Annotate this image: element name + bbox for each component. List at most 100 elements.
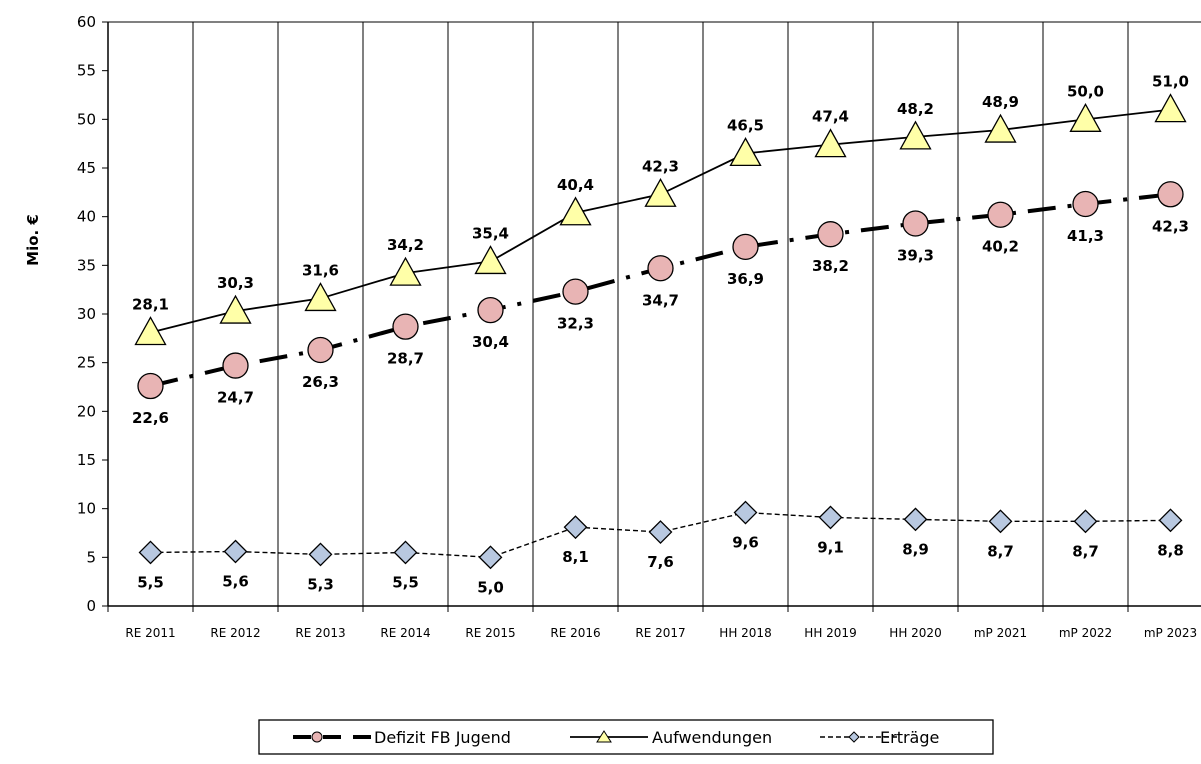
y-tick-label: 40 [77,208,96,226]
marker-ertraege [138,540,163,565]
data-label-aufwendungen: 46,5 [727,116,764,134]
y-tick-label: 30 [77,305,96,323]
data-labels: 22,6 24,7 26,3 28,7 30,4 32,3 34,7 36,9 38,2 39,3… [132,73,1189,597]
y-tick-label: 0 [86,597,96,615]
data-label-defizit: 28,7 [387,350,424,368]
y-tick-labels: 0 5 10 15 20 25 30 35 40 45 50 55 60 [77,13,96,615]
x-tick-label: RE 2012 [210,626,260,640]
x-tick-label: mP 2021 [974,626,1027,640]
marker-defizit [732,233,759,260]
x-tick-label: RE 2017 [635,626,685,640]
data-label-defizit: 40,2 [982,238,1019,256]
x-tick-label: RE 2015 [465,626,515,640]
x-tick-label: RE 2011 [125,626,175,640]
marker-aufwendungen [304,282,337,312]
data-label-defizit: 36,9 [727,270,764,288]
data-label-ertraege: 9,6 [732,534,759,552]
x-tick-label: RE 2014 [380,626,430,640]
marker-aufwendungen [729,137,762,167]
data-label-aufwendungen: 47,4 [812,108,849,126]
marker-aufwendungen [644,177,677,207]
legend-label-ertraege: Erträge [880,728,939,747]
data-label-defizit: 26,3 [302,373,339,391]
data-label-ertraege: 9,1 [817,538,844,556]
marker-defizit [137,372,164,400]
data-label-defizit: 39,3 [897,246,934,264]
x-tick-label: RE 2013 [295,626,345,640]
axes [102,21,1201,612]
data-label-aufwendungen: 30,3 [217,274,254,292]
data-label-ertraege: 5,5 [392,573,419,591]
grid-lines [108,21,1201,606]
y-tick-label: 50 [77,110,96,128]
data-label-defizit: 32,3 [557,315,594,333]
marker-ertraege [308,542,333,567]
y-tick-label: 35 [77,256,96,274]
y-tick-label: 10 [77,500,96,518]
legend-marker-defizit [311,731,323,743]
marker-aufwendungen [219,294,252,324]
marker-defizit [562,278,589,305]
marker-defizit [222,352,249,379]
marker-ertraege [478,545,503,570]
x-tick-label: mP 2023 [1144,626,1197,640]
marker-ertraege [1158,508,1183,533]
legend-label-aufwendungen: Aufwendungen [652,728,772,747]
data-label-aufwendungen: 42,3 [642,157,679,175]
data-label-ertraege: 8,7 [1072,542,1099,560]
x-tick-label: HH 2018 [719,626,771,640]
data-label-defizit: 38,2 [812,257,849,275]
data-label-aufwendungen: 35,4 [472,224,509,242]
marker-ertraege [1073,509,1098,534]
marker-ertraege [903,507,928,532]
marker-defizit [817,221,844,248]
series-line-defizit [150,192,1171,388]
data-label-defizit: 42,3 [1152,217,1189,235]
y-tick-label: 20 [77,402,96,420]
data-label-defizit: 41,3 [1067,227,1104,245]
legend-marker-ertraege [848,731,860,743]
legend-marker-aufwendungen [596,730,612,743]
marker-defizit [987,201,1014,228]
y-tick-label: 5 [86,548,96,566]
data-label-ertraege: 8,9 [902,540,929,558]
data-label-aufwendungen: 31,6 [302,261,339,279]
data-label-ertraege: 7,6 [647,553,674,571]
data-label-aufwendungen: 28,1 [132,295,169,313]
marker-defizit [477,296,504,324]
data-label-defizit: 34,7 [642,291,679,309]
legend: Defizit FB Jugend Aufwendungen Erträge [258,719,994,755]
y-axis-label: Mio. € [24,214,42,266]
data-label-ertraege: 5,0 [477,578,504,596]
marker-aufwendungen [814,128,847,158]
marker-ertraege [648,520,673,544]
marker-defizit [1072,190,1099,218]
marker-aufwendungen [984,113,1017,143]
marker-aufwendungen [559,196,592,226]
data-label-ertraege: 5,5 [137,573,164,591]
data-label-ertraege: 5,3 [307,575,334,593]
marker-ertraege [988,509,1013,534]
y-tick-label: 55 [77,62,96,80]
data-label-ertraege: 5,6 [222,572,249,590]
y-tick-label: 15 [77,451,96,469]
marker-ertraege [223,539,248,564]
x-tick-label: HH 2019 [804,626,856,640]
x-tick-labels: RE 2011 RE 2012 RE 2013 RE 2014 RE 2015 RE 20… [125,626,1197,640]
marker-defizit [647,255,674,282]
marker-aufwendungen [1154,93,1187,123]
y-tick-label: 25 [77,354,96,372]
x-tick-label: mP 2022 [1059,626,1112,640]
marker-aufwendungen [389,256,422,286]
marker-ertraege [818,505,843,530]
marker-ertraege [393,540,418,565]
marker-aufwendungen [134,316,167,346]
y-tick-label: 60 [77,13,96,31]
marker-aufwendungen [899,120,932,150]
data-label-ertraege: 8,7 [987,542,1014,560]
marker-ertraege [733,500,758,525]
marker-ertraege [563,515,588,540]
data-label-defizit: 24,7 [217,389,254,407]
data-label-aufwendungen: 48,9 [982,93,1019,111]
